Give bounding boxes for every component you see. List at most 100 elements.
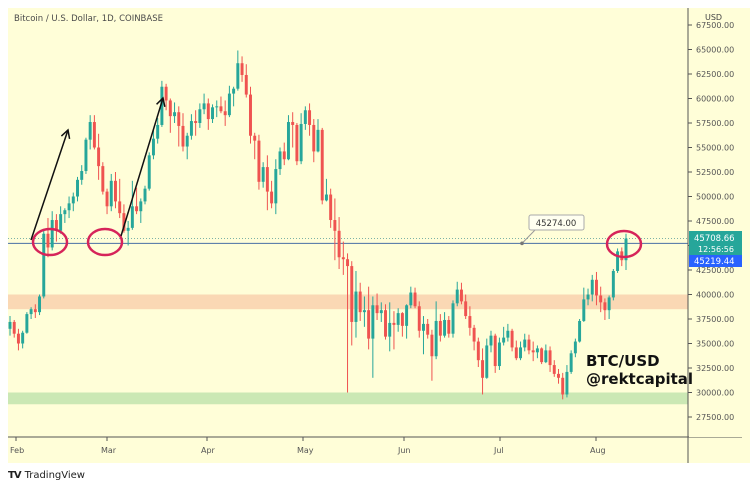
candle[interactable] [324, 178, 328, 202]
candle[interactable] [206, 98, 210, 130]
candle[interactable] [71, 192, 75, 212]
candle[interactable] [194, 110, 198, 136]
candle[interactable] [164, 83, 168, 111]
candle[interactable] [185, 132, 189, 160]
candle[interactable] [16, 328, 20, 351]
candle[interactable] [189, 114, 193, 140]
candle[interactable] [464, 294, 468, 320]
candle[interactable] [173, 102, 177, 123]
candle[interactable] [371, 296, 375, 378]
candle[interactable] [286, 115, 290, 161]
candle[interactable] [114, 172, 117, 209]
candle[interactable] [350, 261, 354, 346]
currency-badge[interactable]: USD [703, 13, 725, 22]
candle[interactable] [29, 307, 33, 319]
candle[interactable] [139, 198, 143, 223]
candle[interactable] [493, 333, 497, 373]
candle[interactable] [405, 304, 409, 339]
candle[interactable] [295, 123, 299, 166]
candle[interactable] [63, 208, 67, 223]
line-price-label-bg[interactable] [689, 255, 742, 267]
tradingview-logo[interactable]: TV TradingView [8, 470, 85, 481]
candle[interactable] [519, 341, 522, 361]
candle[interactable] [481, 348, 485, 395]
candle[interactable] [535, 345, 539, 359]
candle[interactable] [316, 119, 320, 153]
candle[interactable] [291, 112, 295, 148]
candle[interactable] [215, 100, 219, 118]
candle[interactable] [603, 298, 607, 320]
candle[interactable] [388, 302, 392, 352]
candle[interactable] [548, 346, 552, 372]
candle[interactable] [510, 328, 514, 352]
price-axis-bg[interactable] [689, 8, 742, 437]
candle[interactable] [67, 196, 71, 219]
candle[interactable] [299, 113, 303, 165]
candle[interactable] [485, 338, 489, 379]
candle[interactable] [278, 147, 282, 175]
candle[interactable] [274, 159, 278, 215]
candle[interactable] [38, 294, 42, 316]
candle[interactable] [569, 350, 573, 374]
candle[interactable] [265, 155, 269, 211]
last-price-label-bg[interactable] [689, 231, 742, 255]
candle[interactable] [624, 233, 628, 270]
candle[interactable] [489, 330, 493, 353]
candle[interactable] [472, 324, 476, 351]
candle[interactable] [329, 188, 333, 228]
trend-arrow[interactable] [30, 129, 69, 241]
candle[interactable] [59, 206, 63, 234]
candle[interactable] [97, 133, 101, 180]
candle[interactable] [303, 106, 307, 130]
candle[interactable] [392, 311, 396, 350]
support-zone[interactable] [8, 392, 688, 405]
candle[interactable] [409, 286, 413, 309]
candle[interactable] [227, 85, 231, 118]
candle[interactable] [135, 187, 139, 215]
candle[interactable] [109, 173, 113, 212]
candle[interactable] [540, 347, 544, 365]
candle[interactable] [552, 360, 556, 377]
candle[interactable] [594, 271, 598, 306]
candle[interactable] [611, 269, 615, 301]
callout-anchor[interactable] [520, 241, 524, 246]
price-callout-box[interactable] [528, 214, 585, 231]
candle[interactable] [236, 50, 240, 91]
candle[interactable] [126, 221, 130, 246]
candle[interactable] [333, 198, 337, 261]
candle[interactable] [476, 337, 480, 368]
candle[interactable] [354, 270, 358, 338]
candle[interactable] [341, 241, 345, 275]
candle[interactable] [80, 165, 84, 185]
candle[interactable] [616, 248, 620, 273]
candle[interactable] [168, 98, 172, 133]
candle[interactable] [156, 118, 160, 144]
candle[interactable] [105, 188, 109, 215]
candle[interactable] [232, 86, 236, 107]
candle[interactable] [198, 103, 202, 128]
highlight-circle-retest-2[interactable] [86, 227, 124, 257]
candle[interactable] [84, 137, 88, 174]
candle[interactable] [426, 319, 430, 339]
candle[interactable] [181, 113, 185, 152]
candle[interactable] [586, 288, 590, 306]
candle[interactable] [413, 287, 417, 309]
candle[interactable] [607, 295, 611, 319]
candle[interactable] [320, 127, 324, 205]
candle[interactable] [573, 338, 577, 358]
candle[interactable] [502, 326, 506, 346]
candle[interactable] [434, 301, 438, 360]
candle[interactable] [451, 300, 455, 338]
candle[interactable] [497, 337, 501, 370]
highlight-circle-retest-1[interactable] [31, 227, 69, 257]
candle[interactable] [514, 340, 518, 361]
candle[interactable] [151, 129, 155, 160]
candle[interactable] [531, 341, 535, 362]
candle[interactable] [561, 372, 565, 400]
candle[interactable] [459, 282, 463, 305]
candle[interactable] [565, 365, 569, 398]
candle[interactable] [582, 287, 586, 322]
candle[interactable] [430, 329, 434, 381]
candle[interactable] [599, 286, 603, 313]
candle[interactable] [88, 115, 92, 150]
